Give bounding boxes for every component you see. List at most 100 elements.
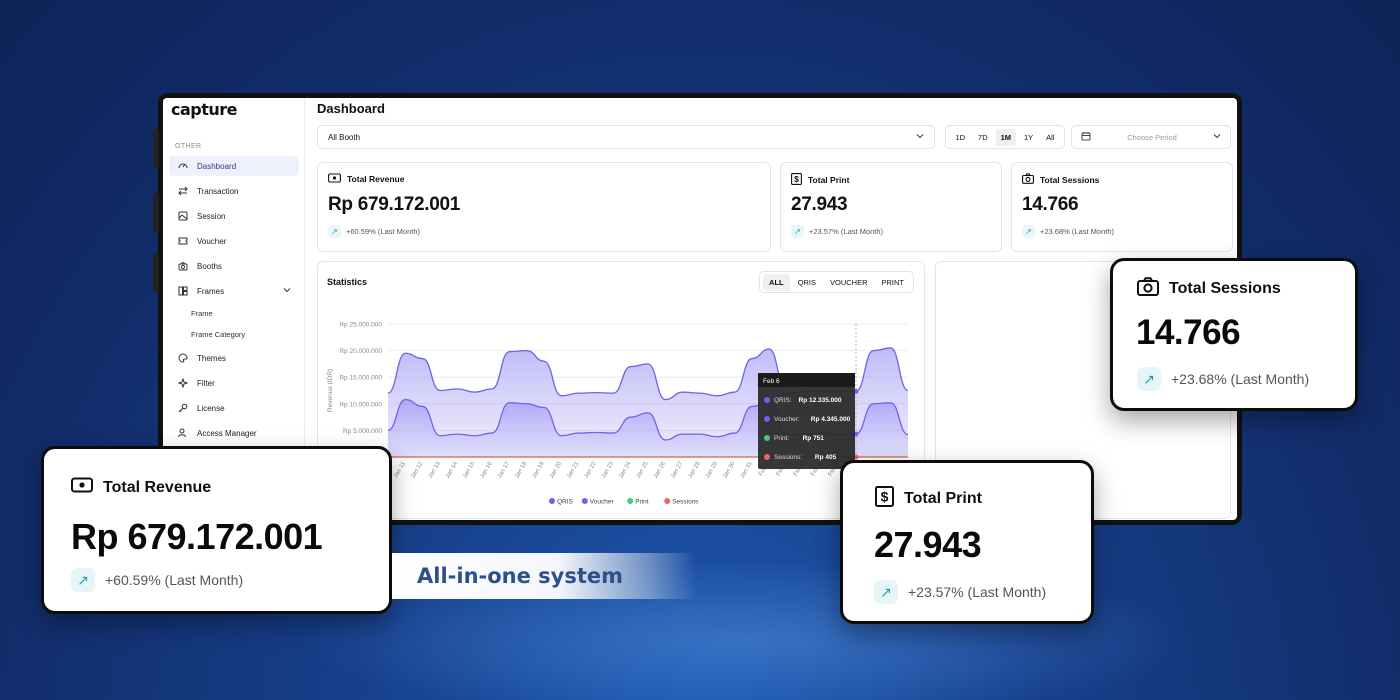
statistics-tabs: ALL QRIS VOUCHER PRINT xyxy=(759,271,914,293)
x-tick-label: Jan 28 xyxy=(688,460,703,479)
range-all[interactable]: All xyxy=(1046,132,1055,142)
period-placeholder: Choose Period xyxy=(1127,132,1177,142)
cash-icon xyxy=(71,477,93,498)
tooltip-marker xyxy=(764,454,770,460)
sparkle-icon xyxy=(177,378,188,389)
x-tick-label: Jan 15 xyxy=(462,460,477,479)
sidebar-item-label: Dashboard xyxy=(197,161,237,171)
tooltip-series-value: Rp 405 xyxy=(815,454,837,461)
range-1y[interactable]: 1Y xyxy=(1024,132,1034,142)
fcard-trend-text: +23.57% (Last Month) xyxy=(908,584,1047,600)
range-1d[interactable]: 1D xyxy=(955,132,966,142)
trend-up-icon: ↗ xyxy=(71,568,95,592)
tooltip-marker xyxy=(764,397,770,403)
sidebar-item-label: Filter xyxy=(197,378,215,388)
fcard-trend: ↗ +23.57% (Last Month) xyxy=(874,580,1046,604)
sidebar-item-frames[interactable]: Frames xyxy=(169,281,299,301)
sidebar-item-booths[interactable]: Booths xyxy=(169,256,299,276)
sidebar-subitem-frame[interactable]: Frame xyxy=(191,309,213,318)
calendar-icon xyxy=(1081,131,1091,143)
svg-text:$: $ xyxy=(881,489,889,505)
floating-card-print: $ Total Print 27.943 ↗ +23.57% (Last Mon… xyxy=(840,460,1094,624)
tab-voucher[interactable]: VOUCHER xyxy=(829,277,868,287)
y-tick-label: Rp 5.000.000 xyxy=(343,428,382,435)
chevron-down-icon xyxy=(916,132,924,142)
tooltip-header xyxy=(758,373,855,387)
trend-up-icon: ↗ xyxy=(328,225,341,238)
statistics-title: Statistics xyxy=(327,277,368,287)
sidebar-item-label: Booths xyxy=(197,261,222,271)
period-picker[interactable]: Choose Period xyxy=(1071,125,1231,149)
sidebar-item-voucher[interactable]: Voucher xyxy=(169,231,299,251)
sidebar-subitem-frame-category[interactable]: Frame Category xyxy=(191,330,246,339)
floating-card-revenue: Total Revenue Rp 679.172.001 ↗ +60.59% (… xyxy=(41,446,392,614)
kpi-value: 14.766 xyxy=(1022,194,1079,215)
kpi-label: Total Print xyxy=(808,175,850,185)
sidebar-item-license[interactable]: License xyxy=(169,398,299,418)
x-tick-label: Jan 30 xyxy=(722,460,737,479)
tooltip-bg xyxy=(758,373,855,469)
x-tick-label: Jan 17 xyxy=(497,460,512,479)
floating-card-sessions: Total Sessions 14.766 ↗ +23.68% (Last Mo… xyxy=(1110,258,1358,411)
sidebar-item-label: License xyxy=(197,403,225,413)
tooltip-series-name: Sessions: xyxy=(774,454,802,461)
tab-qris[interactable]: QRIS xyxy=(797,277,816,287)
y-tick-label: Rp 20.000.000 xyxy=(339,348,382,355)
sidebar-item-label: Transaction xyxy=(197,186,239,196)
x-tick-label: Jan 12 xyxy=(410,460,425,479)
x-tick-label: Jan 19 xyxy=(532,460,547,479)
sidebar-item-themes[interactable]: Themes xyxy=(169,348,299,368)
page-title: Dashboard xyxy=(317,101,385,116)
sidebar-item-dashboard[interactable]: Dashboard xyxy=(169,156,299,176)
kpi-head: $ Total Print xyxy=(791,173,849,187)
booth-select[interactable]: All Booth xyxy=(317,125,935,149)
sidebar-item-session[interactable]: Session xyxy=(169,206,299,226)
kpi-card-sessions: Total Sessions 14.766 ↗ +23.68% (Last Mo… xyxy=(1011,162,1233,252)
tooltip-date: Feb 6 xyxy=(763,378,780,385)
x-tick-label: Jan 22 xyxy=(584,460,599,479)
tooltip-series-value: Rp 751 xyxy=(803,435,825,442)
sidebar-item-label: Access Manager xyxy=(197,428,257,438)
sidebar-item-label: Session xyxy=(197,211,226,221)
x-tick-label: Jan 14 xyxy=(445,460,460,479)
x-tick-label: Jan 23 xyxy=(601,460,616,479)
sidebar-item-filter[interactable]: Filter xyxy=(169,373,299,393)
booth-select-value: All Booth xyxy=(328,132,361,142)
arrows-swap-icon xyxy=(177,186,188,197)
fcard-trend-text: +60.59% (Last Month) xyxy=(105,572,244,588)
fcard-trend-text: +23.68% (Last Month) xyxy=(1171,371,1310,387)
chevron-down-icon xyxy=(283,286,291,296)
camera-icon xyxy=(1137,277,1159,301)
statistics-card: Statistics ALL QRIS VOUCHER PRINT Rp 5.0… xyxy=(317,261,925,519)
legend-marker xyxy=(581,498,588,504)
chevron-down-icon xyxy=(1213,132,1221,142)
fcard-head: $ Total Print xyxy=(875,486,982,512)
legend-marker xyxy=(549,498,555,504)
x-tick-label: Jan 25 xyxy=(636,460,651,479)
x-tick-label: Jan 11 xyxy=(393,460,407,479)
sidebar-item-transaction[interactable]: Transaction xyxy=(169,181,299,201)
range-1m[interactable]: 1M xyxy=(995,128,1017,146)
kpi-card-revenue: Total Revenue Rp 679.172.001 ↗ +60.59% (… xyxy=(317,162,771,252)
users-icon xyxy=(177,428,188,439)
sidebar-item-label: Voucher xyxy=(197,236,227,246)
statistics-chart[interactable]: Rp 5.000.000 Rp 10.000.000 Rp 15.000.000 Rp… xyxy=(318,298,924,518)
x-tick-label: Jan 24 xyxy=(618,460,633,479)
dollar-receipt-icon: $ xyxy=(791,173,802,187)
legend-label: QRIS xyxy=(557,499,574,506)
legend-marker xyxy=(664,498,671,504)
x-tick-label: Jan 18 xyxy=(514,460,529,479)
monitor-button xyxy=(153,129,159,169)
x-tick-label: Jan 29 xyxy=(705,460,720,479)
y-axis-label: Revenue (IDR) xyxy=(327,369,334,412)
kpi-trend-text: +23.57% (Last Month) xyxy=(809,227,884,236)
tagline-text: All-in-one system xyxy=(417,564,624,588)
range-7d[interactable]: 7D xyxy=(978,132,988,142)
tab-print[interactable]: PRINT xyxy=(881,277,905,287)
kpi-value: 27.943 xyxy=(791,194,848,215)
tooltip-marker xyxy=(764,435,770,441)
tab-all[interactable]: ALL xyxy=(763,273,790,291)
sidebar-item-access-manager[interactable]: Access Manager xyxy=(169,423,299,443)
kpi-value: Rp 679.172.001 xyxy=(328,194,461,215)
image-icon xyxy=(177,211,188,222)
